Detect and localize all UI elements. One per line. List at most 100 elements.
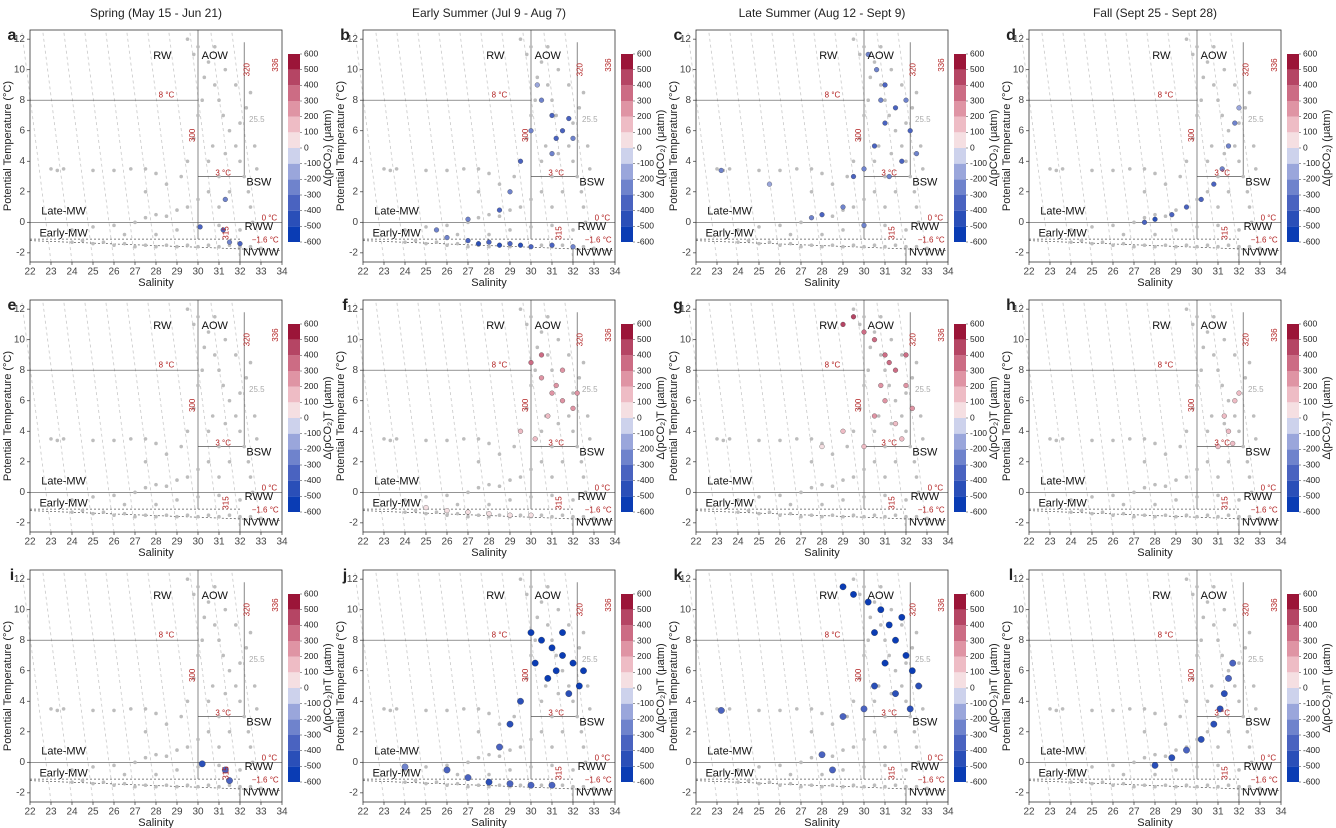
background-point	[238, 429, 242, 434]
background-point	[213, 83, 217, 87]
isopycnal	[42, 569, 73, 803]
colorbar-tick-label: 600	[637, 48, 651, 58]
panel-label: e	[8, 297, 17, 314]
colorbar-tick-label: -400	[637, 475, 654, 485]
colorbar-bin	[621, 480, 633, 497]
background-point	[1142, 783, 1147, 788]
background-point	[581, 360, 586, 365]
data-point	[549, 390, 555, 396]
background-point	[571, 121, 575, 125]
data-point	[892, 690, 899, 697]
annotation: −1.6 °C	[1251, 506, 1278, 515]
annotation: 8 °C	[1158, 631, 1174, 640]
background-point	[908, 174, 912, 179]
background-point	[858, 592, 862, 597]
background-point	[1079, 778, 1084, 783]
background-point	[872, 330, 877, 334]
annotation: 300	[521, 398, 530, 412]
annotation: 336	[271, 328, 280, 342]
background-point	[1142, 755, 1147, 760]
background-point	[851, 577, 856, 581]
background-point	[227, 128, 232, 133]
isopycnal	[522, 569, 553, 803]
colorbar-tick-label: -600	[970, 236, 987, 246]
background-point	[525, 592, 529, 597]
background-point	[185, 513, 190, 518]
background-point	[1226, 668, 1231, 673]
background-point	[462, 437, 466, 441]
colorbar-bin	[621, 594, 633, 610]
background-point	[164, 754, 169, 759]
y-tick-label: 2	[19, 726, 25, 737]
y-tick-label: -2	[349, 247, 358, 258]
y-tick-label: 10	[14, 64, 26, 75]
y-tick-label: 8	[1018, 635, 1024, 646]
colorbar-tick-label: -400	[970, 475, 987, 485]
x-tick-label: 31	[213, 537, 225, 548]
background-point	[394, 707, 399, 711]
data-point	[496, 242, 503, 248]
background-point	[164, 513, 169, 518]
background-point	[883, 514, 887, 519]
isopycnal	[126, 29, 157, 263]
background-point	[904, 768, 908, 772]
data-point	[864, 598, 872, 606]
annotation: RWW	[578, 221, 607, 233]
background-point	[1241, 714, 1245, 719]
data-point	[881, 659, 889, 667]
isopycnal	[1230, 569, 1261, 803]
annotation: 8 °C	[159, 631, 175, 640]
background-point	[1153, 711, 1157, 716]
background-point	[202, 615, 207, 620]
colorbar-bin	[1287, 719, 1299, 735]
background-point	[223, 151, 228, 156]
background-point	[508, 228, 512, 232]
background-point	[250, 220, 255, 225]
background-point	[213, 623, 217, 627]
background-point	[1212, 83, 1216, 87]
x-tick-label: 22	[357, 267, 369, 278]
colorbar-tick-label: -300	[1303, 729, 1320, 739]
background-point	[250, 760, 255, 765]
background-point	[1191, 52, 1195, 57]
background-point	[175, 768, 179, 772]
background-point	[533, 368, 537, 373]
x-tick-label: 30	[525, 537, 537, 548]
background-point	[1237, 768, 1241, 772]
x-tick-label: 30	[192, 537, 204, 548]
background-point	[185, 429, 190, 434]
colorbar-label: Δ(pCO₂) (μatm)	[655, 110, 667, 187]
colorbar-bin	[1287, 69, 1299, 86]
isopycnal	[876, 299, 907, 533]
isopycnal	[1146, 29, 1177, 263]
colorbar-tick-label: -400	[970, 745, 987, 755]
colorbar-tick-label: -500	[1303, 761, 1320, 771]
background-point	[206, 729, 211, 734]
background-point	[525, 136, 529, 141]
isopycnal	[459, 29, 490, 263]
background-point	[143, 167, 148, 171]
x-tick-label: 33	[255, 537, 267, 548]
isopycnal	[1146, 299, 1177, 533]
data-point	[237, 241, 243, 247]
isopycnal	[105, 29, 136, 263]
background-point	[175, 478, 179, 482]
background-point	[1226, 128, 1231, 133]
x-tick-label: 30	[858, 267, 870, 278]
background-point	[1205, 60, 1210, 64]
data-point	[569, 659, 577, 667]
x-tick-label: 28	[816, 267, 828, 278]
annotation: 300	[521, 668, 530, 682]
colorbar-bin	[1287, 703, 1299, 720]
background-point	[1205, 699, 1210, 704]
isopycnal	[1146, 569, 1177, 803]
background-point	[567, 684, 571, 688]
y-tick-label: 2	[685, 186, 691, 197]
background-point	[200, 98, 204, 103]
background-point	[518, 513, 523, 518]
colorbar-tick-label: 600	[637, 588, 651, 598]
x-tick-label: 23	[45, 807, 57, 818]
annotation: BSW	[579, 447, 605, 459]
colorbar-tick-label: -400	[1303, 205, 1320, 215]
background-point	[185, 745, 190, 749]
